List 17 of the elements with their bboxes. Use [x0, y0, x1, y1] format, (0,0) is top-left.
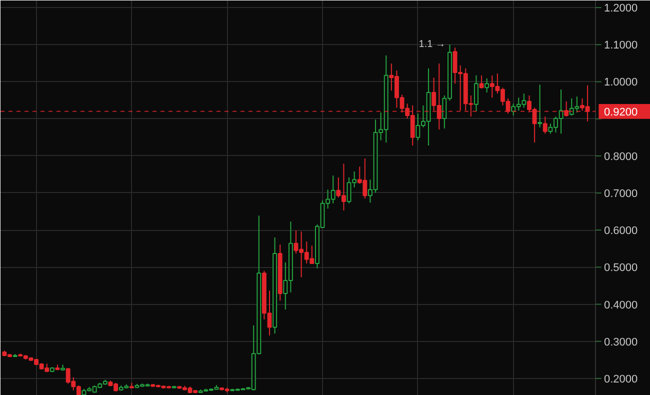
candlestick: [542, 116, 548, 134]
y-tick-label: 0.7000: [604, 188, 638, 200]
y-tick-label: 1.1000: [604, 40, 638, 52]
y-tick-label: 0.4000: [604, 299, 638, 312]
candlestick: [484, 78, 490, 93]
candlestick: [479, 74, 484, 89]
y-tick-label: 0.8000: [604, 150, 638, 163]
y-tick-label: 0.2000: [604, 373, 638, 386]
y-tick-label: 0.6000: [604, 225, 638, 238]
y-tick-label: 1.2000: [604, 2, 638, 15]
annotation: 1.1 →: [418, 39, 446, 50]
candlestick: [538, 84, 542, 128]
y-tick-label: 0.5000: [604, 262, 638, 274]
ref-line-label: 0.9200: [604, 106, 638, 118]
y-tick-label: 0.3000: [604, 336, 638, 348]
candlestick: [474, 74, 478, 112]
y-tick-label: 1.0000: [604, 76, 638, 89]
